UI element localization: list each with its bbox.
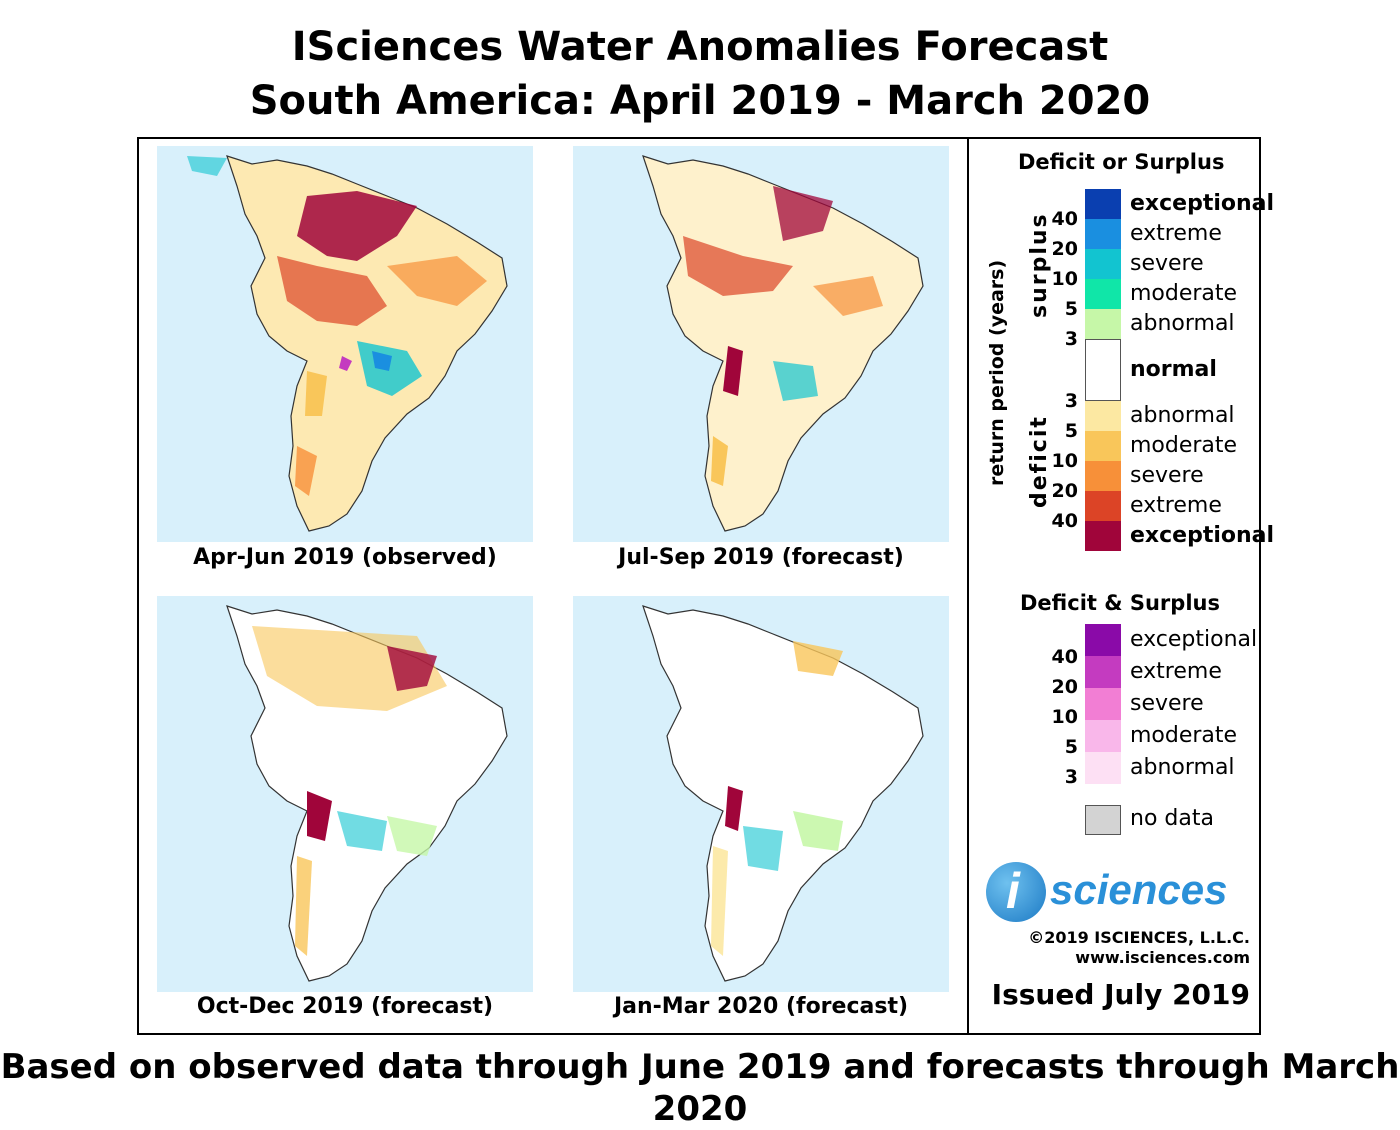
legend-swatch-deficit-exceptional: [1085, 521, 1121, 551]
legend-label: exceptional: [1130, 523, 1275, 548]
legend-swatch-normal: [1085, 339, 1121, 401]
legend-label: severe: [1130, 251, 1204, 276]
legend-label: moderate: [1130, 723, 1238, 748]
legend-tick: 40: [1051, 646, 1078, 668]
legend-swatch-both-extreme: [1085, 656, 1121, 688]
legend-tick: 40: [1051, 510, 1078, 532]
legend-label: extreme: [1130, 493, 1222, 518]
footer-note: Based on observed data through June 2019…: [0, 1047, 1400, 1129]
isciences-logo: i sciences: [986, 862, 1256, 922]
legend-label: abnormal: [1130, 403, 1235, 428]
website-link[interactable]: www.isciences.com: [1075, 948, 1250, 967]
legend-tick: 20: [1051, 238, 1078, 260]
map-caption: Apr-Jun 2019 (observed): [193, 545, 497, 570]
legend-title-deficit-and-surplus: Deficit & Surplus: [1020, 591, 1220, 615]
title-line-1: ISciences Water Anomalies Forecast: [291, 24, 1109, 70]
legend-swatch-both-moderate: [1085, 720, 1121, 752]
legend-swatch-deficit-severe: [1085, 461, 1121, 491]
legend-label: severe: [1130, 691, 1204, 716]
logo-word: sciences: [1050, 866, 1228, 913]
legend-label: moderate: [1130, 281, 1238, 306]
map-jan-mar-2020: [573, 596, 949, 992]
legend-label: exceptional: [1130, 191, 1275, 216]
legend-swatch-both-abnormal: [1085, 752, 1121, 784]
legend-title-deficit-or-surplus: Deficit or Surplus: [1018, 150, 1225, 174]
legend-swatch-surplus-severe: [1085, 249, 1121, 279]
logo-circle-icon: [986, 862, 1046, 922]
map-caption: Oct-Dec 2019 (forecast): [196, 994, 494, 1019]
legend-label-no-data: no data: [1130, 806, 1214, 831]
legend-swatch-surplus-exceptional: [1085, 189, 1121, 219]
legend-tick: 10: [1051, 450, 1078, 472]
legend-swatch-surplus-extreme: [1085, 219, 1121, 249]
legend-label: extreme: [1130, 221, 1222, 246]
legend-swatch-deficit-moderate: [1085, 431, 1121, 461]
legend-tick: 3: [1064, 328, 1078, 350]
title-line-2: South America: April 2019 - March 2020: [249, 78, 1151, 124]
legend-tick: 40: [1051, 208, 1078, 230]
legend-label: exceptional: [1130, 627, 1258, 652]
map-jul-sep-2019: [573, 146, 949, 542]
legend-swatch-deficit-abnormal: [1085, 401, 1121, 431]
legend-tick: 10: [1051, 268, 1078, 290]
map-oct-dec-2019: [157, 596, 533, 992]
legend-label: extreme: [1130, 659, 1222, 684]
legend-label-normal: normal: [1130, 357, 1217, 382]
legend-tick: 3: [1064, 766, 1078, 788]
logo-letter: i: [1006, 863, 1020, 919]
map-caption: Jan-Mar 2020 (forecast): [613, 994, 909, 1019]
legend-swatch-surplus-abnormal: [1085, 309, 1121, 339]
legend-tick: 5: [1064, 736, 1078, 758]
legend-axis-label: return period (years): [986, 259, 1008, 486]
legend-tick: 20: [1051, 676, 1078, 698]
legend-swatch-both-exceptional: [1085, 624, 1121, 656]
legend-tick: 10: [1051, 706, 1078, 728]
legend-swatch-both-severe: [1085, 688, 1121, 720]
figure-frame: [137, 137, 1261, 1035]
legend-swatch-surplus-moderate: [1085, 279, 1121, 309]
legend-label: severe: [1130, 463, 1204, 488]
legend-swatch-no-data: [1085, 805, 1121, 835]
legend-swatch-deficit-extreme: [1085, 491, 1121, 521]
legend-divider: [967, 139, 969, 1033]
copyright: ©2019 ISCIENCES, L.L.C.: [1028, 928, 1250, 947]
map-caption: Jul-Sep 2019 (forecast): [618, 545, 904, 570]
legend-tick: 5: [1064, 420, 1078, 442]
map-apr-jun-2019: [157, 146, 533, 542]
legend-label: abnormal: [1130, 755, 1235, 780]
legend-tick: 5: [1064, 298, 1078, 320]
legend-label: moderate: [1130, 433, 1238, 458]
legend-tick: 20: [1051, 480, 1078, 502]
legend-tick: 3: [1064, 390, 1078, 412]
legend-label: abnormal: [1130, 311, 1235, 336]
issued-date: Issued July 2019: [991, 978, 1250, 1011]
